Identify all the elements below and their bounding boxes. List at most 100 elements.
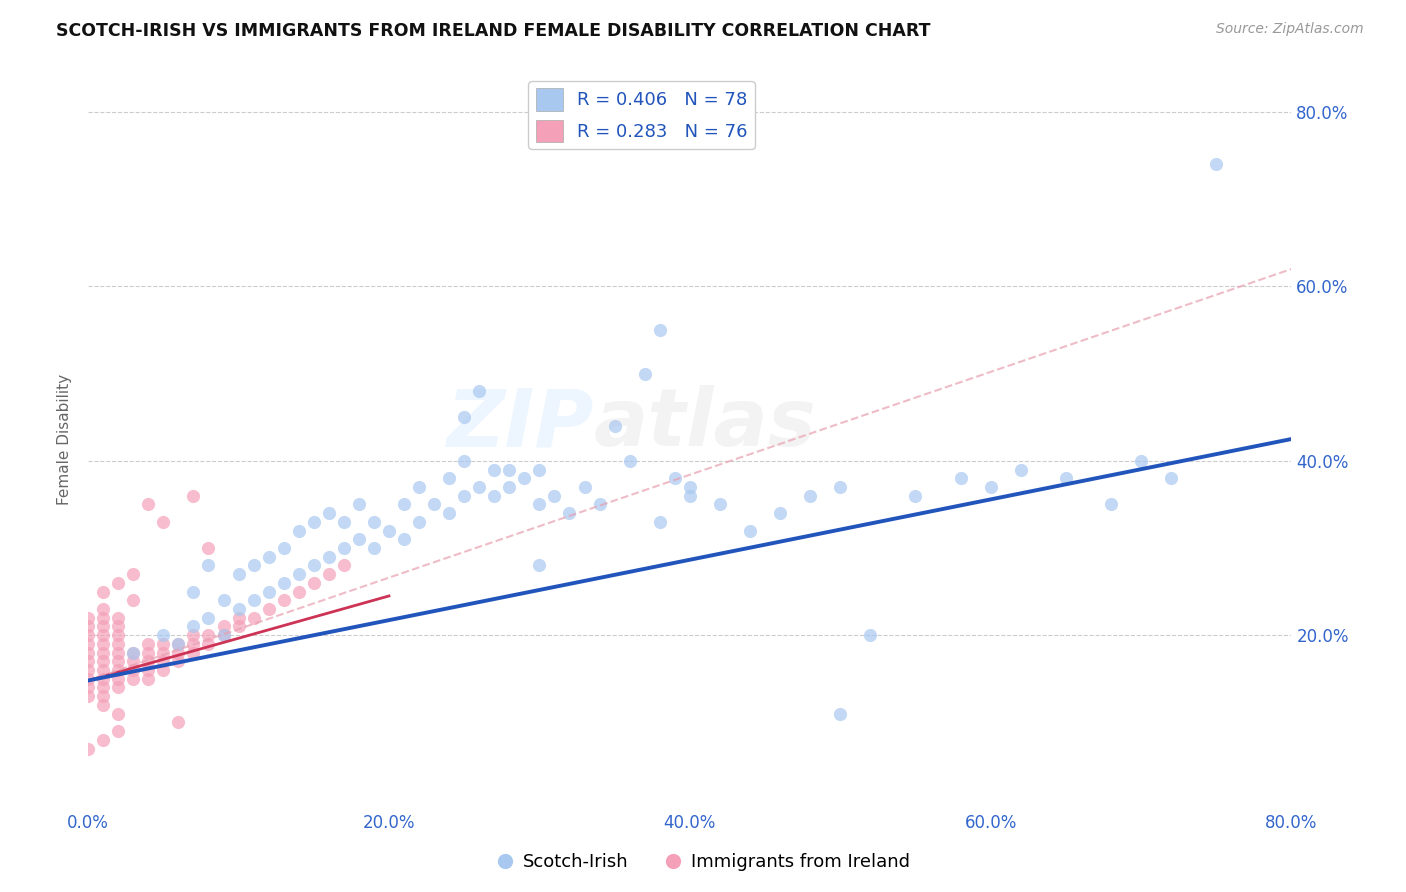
Point: [91, 663, 114, 677]
Point: [333, 558, 356, 573]
Point: [136, 646, 159, 660]
Point: [167, 637, 190, 651]
Point: [333, 515, 356, 529]
Point: [228, 619, 250, 633]
Point: [257, 549, 280, 564]
Point: [484, 489, 506, 503]
Point: [437, 506, 460, 520]
Point: [152, 628, 174, 642]
Point: [91, 672, 114, 686]
Point: [77, 681, 100, 695]
Point: [91, 602, 114, 616]
Point: [107, 575, 129, 590]
Point: [77, 611, 100, 625]
Point: [1010, 462, 1032, 476]
Point: [136, 663, 159, 677]
Point: [408, 515, 430, 529]
Point: [347, 533, 370, 547]
Point: [91, 690, 114, 704]
Point: [77, 741, 100, 756]
Point: [318, 549, 340, 564]
Point: [122, 567, 145, 582]
Point: [423, 497, 446, 511]
Text: SCOTCH-IRISH VS IMMIGRANTS FROM IRELAND FEMALE DISABILITY CORRELATION CHART: SCOTCH-IRISH VS IMMIGRANTS FROM IRELAND …: [56, 22, 931, 40]
Point: [980, 480, 1002, 494]
Point: [799, 489, 821, 503]
Point: [830, 706, 852, 721]
Point: [302, 515, 325, 529]
Point: [574, 480, 596, 494]
Point: [122, 672, 145, 686]
Point: [167, 637, 190, 651]
Point: [603, 419, 626, 434]
Point: [408, 480, 430, 494]
Point: [318, 567, 340, 582]
Point: [1205, 157, 1227, 171]
Point: [136, 497, 159, 511]
Point: [91, 698, 114, 712]
Point: [107, 628, 129, 642]
Point: [91, 628, 114, 642]
Point: [468, 480, 491, 494]
Point: [529, 558, 551, 573]
Point: [122, 646, 145, 660]
Point: [1099, 497, 1122, 511]
Point: [107, 724, 129, 739]
Point: [183, 628, 205, 642]
Point: [453, 454, 475, 468]
Point: [152, 646, 174, 660]
Point: [122, 654, 145, 668]
Point: [91, 619, 114, 633]
Point: [453, 489, 475, 503]
Point: [679, 480, 702, 494]
Point: [77, 672, 100, 686]
Point: [77, 628, 100, 642]
Point: [122, 593, 145, 607]
Point: [513, 471, 536, 485]
Point: [136, 654, 159, 668]
Point: [498, 480, 520, 494]
Point: [257, 602, 280, 616]
Point: [1160, 471, 1182, 485]
Point: [77, 619, 100, 633]
Point: [228, 567, 250, 582]
Point: [228, 602, 250, 616]
Point: [318, 506, 340, 520]
Point: [378, 524, 401, 538]
Text: Source: ZipAtlas.com: Source: ZipAtlas.com: [1216, 22, 1364, 37]
Point: [558, 506, 581, 520]
Point: [77, 663, 100, 677]
Point: [302, 575, 325, 590]
Point: [122, 646, 145, 660]
Point: [197, 637, 219, 651]
Point: [333, 541, 356, 555]
Point: [91, 681, 114, 695]
Point: [107, 706, 129, 721]
Point: [107, 672, 129, 686]
Point: [453, 410, 475, 425]
Point: [152, 515, 174, 529]
Point: [904, 489, 927, 503]
Text: ZIP: ZIP: [446, 385, 593, 463]
Point: [664, 471, 686, 485]
Point: [648, 323, 671, 337]
Point: [136, 637, 159, 651]
Point: [212, 593, 235, 607]
Point: [197, 558, 219, 573]
Point: [122, 663, 145, 677]
Point: [242, 593, 264, 607]
Point: [107, 681, 129, 695]
Point: [242, 558, 264, 573]
Point: [1130, 454, 1153, 468]
Point: [212, 628, 235, 642]
Point: [91, 654, 114, 668]
Point: [212, 628, 235, 642]
Point: [859, 628, 882, 642]
Point: [107, 646, 129, 660]
Point: [529, 497, 551, 511]
Point: [679, 489, 702, 503]
Point: [363, 515, 385, 529]
Point: [634, 367, 657, 381]
Point: [392, 533, 415, 547]
Point: [468, 384, 491, 398]
